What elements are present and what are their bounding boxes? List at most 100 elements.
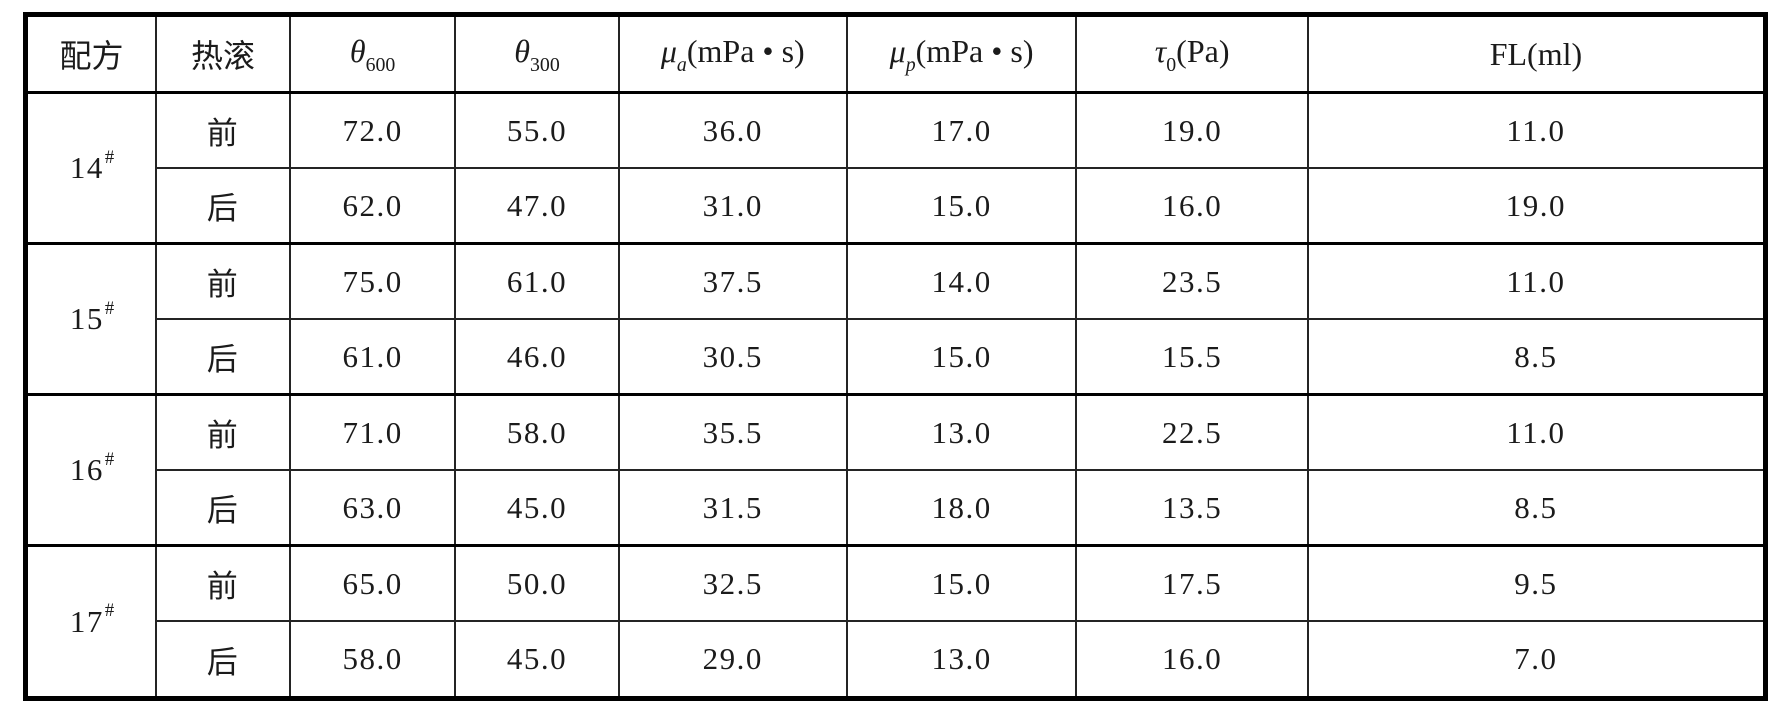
mu-a-unit: (mPa • s) (686, 32, 805, 69)
value-cell: 58.0 (454, 393, 620, 472)
table-row: 后 63.0 45.0 31.5 18.0 13.5 8.5 (26, 469, 1767, 547)
value-cell: 15.0 (845, 167, 1078, 245)
mu-symbol: μ (660, 32, 677, 69)
table-row: 后 61.0 46.0 30.5 15.0 15.5 8.5 (26, 318, 1767, 396)
formula-label: 14 (69, 150, 104, 186)
mu-p-subscript: p (905, 54, 916, 77)
tau0-unit: (Pa) (1176, 32, 1230, 69)
value-cell: 9.5 (1306, 544, 1767, 623)
value-cell: 16.0 (1075, 620, 1309, 700)
phase-cell: 前 (155, 393, 291, 472)
value-cell: 58.0 (288, 620, 457, 700)
value-cell: 75.0 (288, 242, 457, 321)
value-cell: 13.5 (1075, 469, 1309, 547)
header-hot-roll: 热滚 (155, 13, 291, 94)
formula-superscript: # (104, 146, 115, 168)
value-cell: 55.0 (454, 91, 620, 170)
table-header-row: 配方 热滚 θ600 θ300 μa(mPa • s) μp(mPa • s) … (24, 13, 1767, 94)
formula-cell: 17# (24, 544, 157, 700)
formula-label: 17 (69, 603, 104, 639)
value-cell: 19.0 (1075, 91, 1309, 170)
tau0-subscript: 0 (1166, 54, 1177, 77)
value-cell: 65.0 (288, 544, 457, 623)
header-mu-p: μp(mPa • s) (845, 13, 1078, 94)
value-cell: 14.0 (845, 242, 1078, 321)
formula-label: 15 (69, 301, 104, 337)
theta-symbol: θ (349, 32, 366, 69)
value-cell: 32.5 (617, 544, 848, 623)
phase-cell: 后 (155, 620, 291, 700)
value-cell: 16.0 (1075, 167, 1309, 245)
header-theta600: θ600 (288, 13, 457, 94)
value-cell: 13.0 (845, 620, 1078, 700)
rheology-data-table: 配方 热滚 θ600 θ300 μa(mPa • s) μp(mPa • s) … (23, 12, 1768, 701)
value-cell: 11.0 (1306, 91, 1767, 170)
value-cell: 22.5 (1075, 393, 1309, 472)
value-cell: 8.5 (1306, 469, 1767, 547)
table-row: 17# 前 65.0 50.0 32.5 15.0 17.5 9.5 (24, 544, 1767, 700)
phase-cell: 后 (155, 167, 291, 245)
value-cell: 19.0 (1306, 167, 1767, 245)
table-row: 16# 前 71.0 58.0 35.5 13.0 22.5 11.0 (24, 393, 1767, 547)
formula-cell: 15# (24, 242, 157, 396)
phase-cell: 后 (155, 318, 291, 396)
value-cell: 35.5 (617, 393, 848, 472)
value-cell: 61.0 (288, 318, 457, 396)
value-cell: 72.0 (288, 91, 457, 170)
value-cell: 29.0 (617, 620, 848, 700)
theta600-subscript: 600 (365, 54, 396, 77)
value-cell: 13.0 (845, 393, 1078, 472)
value-cell: 50.0 (454, 544, 620, 623)
value-cell: 37.5 (617, 242, 848, 321)
phase-cell: 前 (155, 242, 291, 321)
value-cell: 11.0 (1306, 242, 1767, 321)
value-cell: 45.0 (454, 620, 620, 700)
value-cell: 18.0 (845, 469, 1078, 547)
tau-symbol: τ (1154, 32, 1167, 69)
value-cell: 7.0 (1306, 620, 1767, 700)
value-cell: 30.5 (617, 318, 848, 396)
value-cell: 11.0 (1306, 393, 1767, 472)
value-cell: 17.5 (1075, 544, 1309, 623)
header-mu-a: μa(mPa • s) (617, 13, 848, 94)
value-cell: 15.0 (845, 318, 1078, 396)
header-theta300: θ300 (454, 13, 620, 94)
value-cell: 61.0 (454, 242, 620, 321)
value-cell: 47.0 (454, 167, 620, 245)
mu-a-subscript: a (676, 54, 687, 77)
formula-cell: 16# (24, 393, 157, 547)
phase-cell: 前 (155, 544, 291, 623)
header-formula: 配方 (24, 13, 157, 94)
theta300-subscript: 300 (530, 54, 560, 77)
value-cell: 63.0 (288, 469, 457, 547)
table-row: 15# 前 75.0 61.0 37.5 14.0 23.5 11.0 (24, 242, 1767, 396)
value-cell: 62.0 (288, 167, 457, 245)
value-cell: 31.0 (617, 167, 848, 245)
value-cell: 31.5 (617, 469, 848, 547)
value-cell: 15.5 (1075, 318, 1309, 396)
value-cell: 23.5 (1075, 242, 1309, 321)
formula-label: 16 (69, 452, 104, 488)
phase-cell: 前 (155, 91, 291, 170)
value-cell: 17.0 (845, 91, 1078, 170)
value-cell: 36.0 (617, 91, 848, 170)
table-row: 后 58.0 45.0 29.0 13.0 16.0 7.0 (26, 620, 1767, 700)
formula-superscript: # (104, 297, 115, 319)
header-fl: FL(ml) (1306, 13, 1767, 94)
table-row: 后 62.0 47.0 31.0 15.0 16.0 19.0 (26, 167, 1767, 245)
table-row: 14# 前 72.0 55.0 36.0 17.0 19.0 11.0 (24, 90, 1767, 245)
value-cell: 71.0 (288, 393, 457, 472)
value-cell: 15.0 (845, 544, 1078, 623)
mu-symbol: μ (889, 32, 906, 69)
value-cell: 8.5 (1306, 318, 1767, 396)
phase-cell: 后 (155, 469, 291, 547)
mu-p-unit: (mPa • s) (915, 32, 1034, 69)
formula-superscript: # (104, 448, 115, 470)
theta-symbol: θ (514, 32, 531, 69)
formula-superscript: # (104, 600, 115, 622)
formula-cell: 14# (24, 90, 157, 245)
value-cell: 46.0 (454, 318, 620, 396)
value-cell: 45.0 (454, 469, 620, 547)
header-tau0: τ0(Pa) (1075, 13, 1309, 94)
